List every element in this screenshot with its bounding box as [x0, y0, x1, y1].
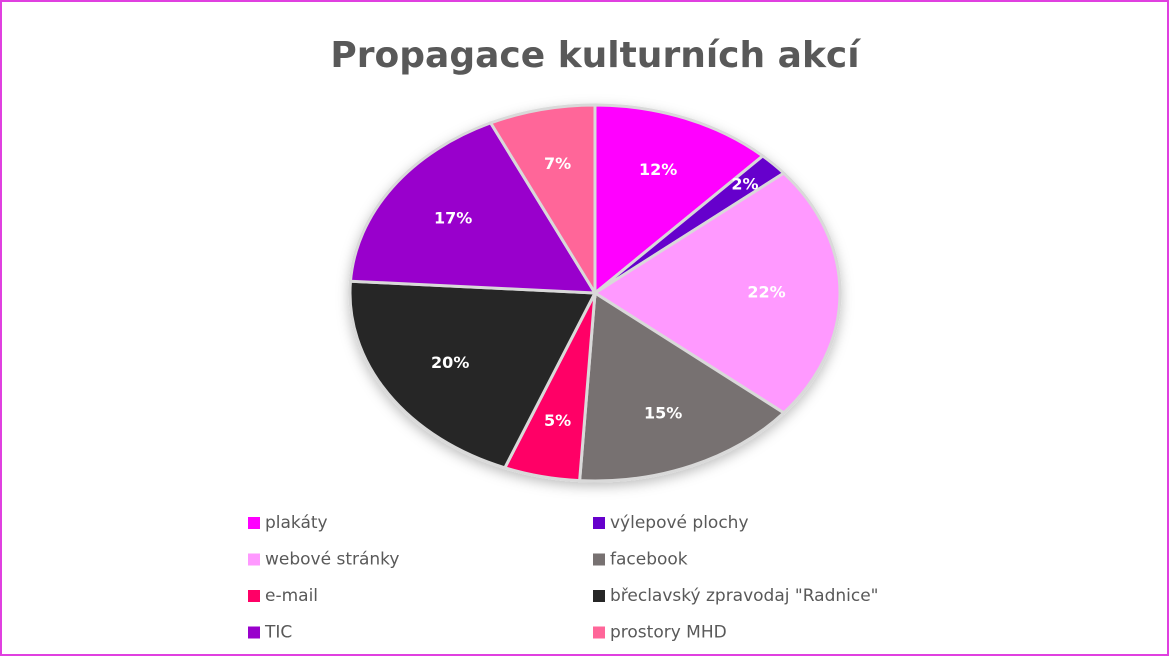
legend-marker [593, 590, 605, 602]
data-label: 7% [544, 154, 571, 173]
legend-marker [248, 517, 260, 529]
legend-label: plakáty [265, 513, 328, 533]
pie-slice [348, 121, 598, 295]
legend-marker [593, 626, 605, 639]
data-label: 17% [434, 209, 472, 228]
legend-label: webové stránky [265, 550, 399, 570]
legend-marker [593, 517, 605, 529]
pie-slice [592, 171, 842, 415]
data-label: 5% [544, 411, 571, 430]
legend-marker [248, 553, 260, 566]
legend-marker [248, 590, 260, 602]
legend-marker [248, 626, 260, 639]
pie [348, 103, 842, 483]
data-label: 20% [431, 353, 469, 372]
pie-slice [577, 290, 787, 483]
legend-label: výlepové plochy [610, 513, 749, 533]
pie-slice [593, 103, 766, 297]
legend-label: prostory MHD [610, 623, 727, 643]
chart-title: Propagace kulturních akcí [330, 35, 861, 76]
legend-label: facebook [610, 550, 688, 570]
data-label: 2% [731, 174, 758, 193]
pie-slice [488, 103, 597, 299]
legend-marker [593, 553, 605, 566]
legend-label: břeclavský zpravodaj "Radnice" [610, 586, 878, 606]
data-label: 15% [644, 403, 682, 422]
data-label: 22% [747, 283, 785, 302]
legend-label: e-mail [265, 586, 318, 606]
data-label: 12% [639, 160, 677, 179]
pie-slice [348, 279, 598, 470]
legend-label: TIC [264, 623, 292, 643]
